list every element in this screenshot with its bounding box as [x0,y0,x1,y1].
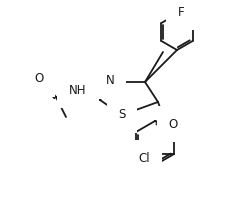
Text: N: N [106,74,114,88]
Text: O: O [168,118,178,130]
Text: F: F [178,5,184,19]
Text: S: S [118,109,126,121]
Text: O: O [34,73,44,85]
Text: Cl: Cl [138,151,150,165]
Text: NH: NH [69,83,87,97]
